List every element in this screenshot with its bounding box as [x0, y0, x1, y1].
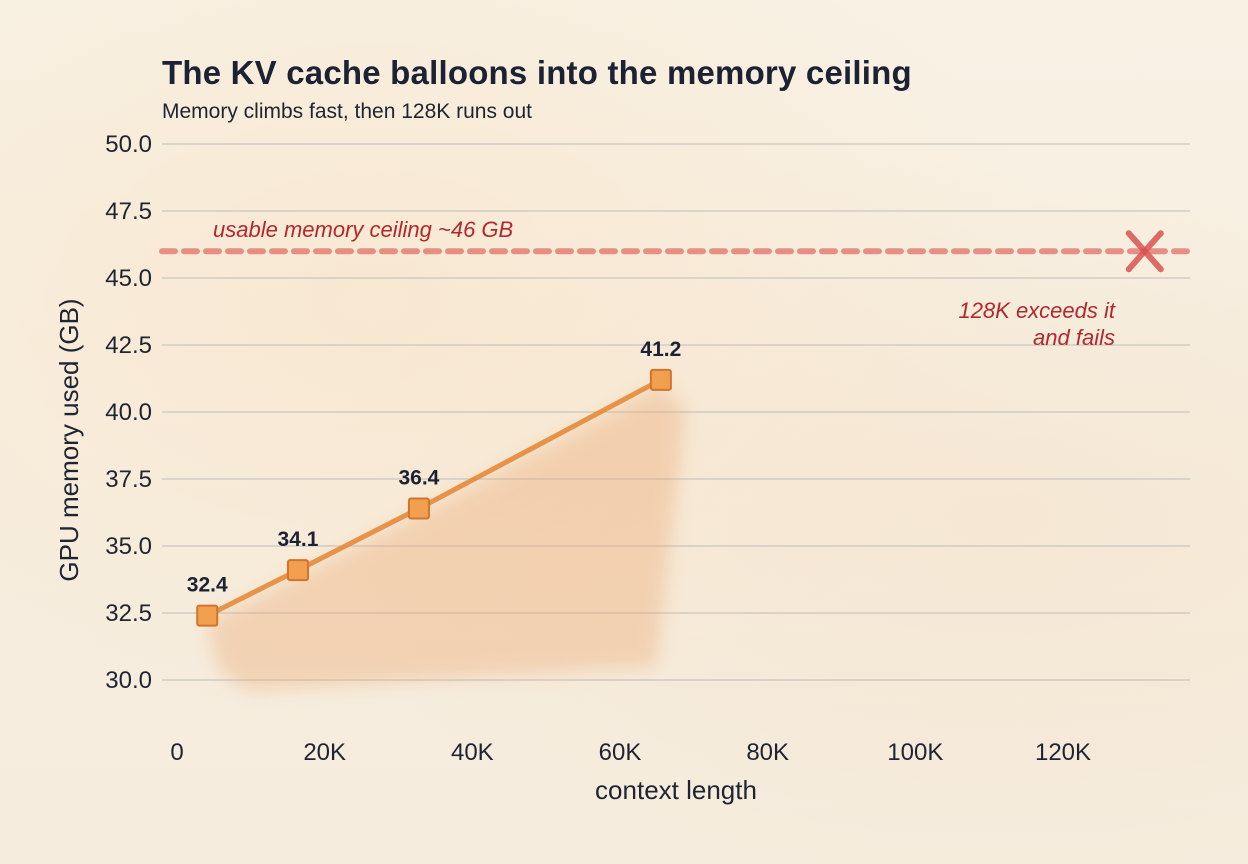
series-group	[196, 368, 672, 627]
area-wash-shape	[207, 385, 686, 691]
data-label: 36.4	[398, 466, 439, 489]
data-point-marker	[407, 497, 430, 520]
y-axis-label: GPU memory used (GB)	[54, 298, 84, 581]
y-tick-label: 37.5	[105, 466, 152, 493]
data-label: 41.2	[640, 338, 681, 361]
y-tick-label: 35.0	[105, 533, 152, 560]
ceiling-label: usable memory ceiling ~46 GB	[213, 217, 513, 242]
data-label: 32.4	[187, 574, 228, 597]
y-tick-label: 50.0	[105, 131, 152, 158]
failure-label-line-1: 128K exceeds it	[958, 298, 1115, 323]
y-tick-label: 40.0	[105, 399, 152, 426]
y-tick-label: 47.5	[105, 198, 152, 225]
x-tick-label: 40K	[451, 739, 494, 766]
data-point-marker	[649, 368, 672, 391]
series-line	[204, 377, 664, 619]
area-wash	[207, 385, 686, 691]
ceiling-group	[159, 230, 1193, 273]
x-tick-label: 20K	[303, 739, 346, 766]
data-labels: 32.4 34.1 36.4 41.2	[187, 338, 682, 597]
x-tick-label: 80K	[746, 739, 789, 766]
failure-label-line-2: and fails	[1033, 325, 1115, 350]
y-tick-label: 30.0	[105, 667, 152, 694]
x-axis-label: context length	[595, 775, 757, 805]
data-point-marker	[196, 604, 219, 627]
chart-title: The KV cache balloons into the memory ce…	[162, 54, 912, 91]
failure-x-marker	[1125, 230, 1164, 273]
x-tick-label: 0	[170, 739, 183, 766]
data-point-marker	[286, 559, 309, 582]
y-tick-label: 45.0	[105, 265, 152, 292]
x-tick-label: 120K	[1035, 739, 1091, 766]
x-tick-label: 100K	[887, 739, 943, 766]
tick-labels: 30.0 32.5 35.0 37.5 40.0 42.5 45.0 47.5 50.0 0 20K…	[105, 131, 1091, 766]
y-tick-label: 32.5	[105, 600, 152, 627]
x-tick-label: 60K	[599, 739, 642, 766]
data-label: 34.1	[278, 528, 319, 551]
failure-x-stroke	[1125, 230, 1164, 273]
chart-subtitle: Memory climbs fast, then 128K runs out	[162, 100, 532, 123]
y-tick-label: 42.5	[105, 332, 152, 359]
